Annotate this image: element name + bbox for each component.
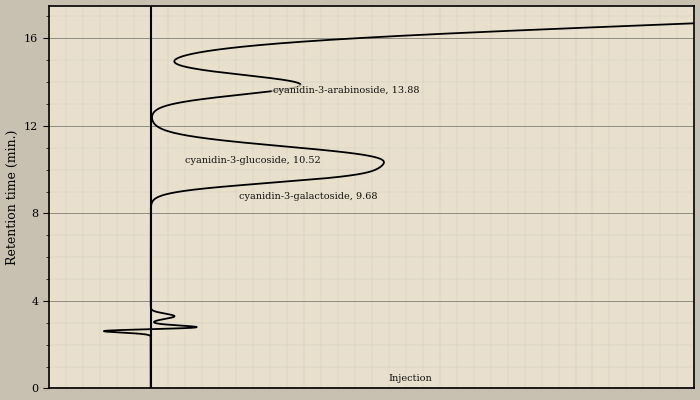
Text: cyanidin-3-glucoside, 10.52: cyanidin-3-glucoside, 10.52 bbox=[185, 156, 321, 165]
Text: Injection: Injection bbox=[389, 374, 433, 383]
Y-axis label: Retention time (min.): Retention time (min.) bbox=[6, 129, 19, 265]
Text: cyanidin-3-galactoside, 9.68: cyanidin-3-galactoside, 9.68 bbox=[239, 192, 377, 201]
Text: cyanidin-3-arabinoside, 13.88: cyanidin-3-arabinoside, 13.88 bbox=[273, 86, 419, 95]
